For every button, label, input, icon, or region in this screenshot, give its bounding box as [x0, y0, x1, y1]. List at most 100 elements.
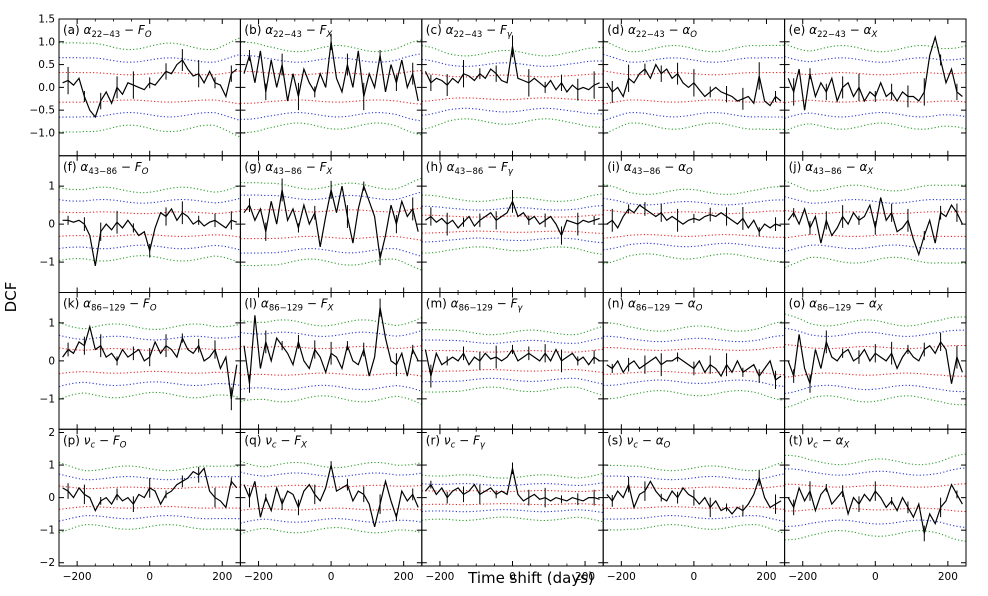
band-outer-lower-l: [240, 395, 422, 405]
panel-frame-r: [421, 428, 604, 567]
band-middle-lower-k: [59, 381, 241, 388]
x-tick-label: −200: [788, 571, 817, 583]
y-tick-label: 0: [48, 355, 55, 367]
band-middle-upper-o: [784, 327, 966, 337]
band-inner-upper-n: [603, 346, 785, 351]
y-tick-label: 1: [48, 460, 55, 472]
series-layer: [62, 33, 963, 542]
panel-labels: (a) α22−43 − FO (b) α22−43 − FX (c) α22−43…: [63, 23, 883, 450]
band-outer-lower-s: [603, 524, 785, 534]
band-middle-lower-t: [784, 519, 966, 528]
band-middle-upper-i: [603, 197, 785, 206]
band-outer-upper-p: [59, 461, 241, 472]
band-middle-upper-c: [421, 58, 604, 67]
y-tick-label: 0.5: [38, 59, 55, 71]
band-outer-lower-j: [784, 256, 966, 269]
band-outer-lower-o: [784, 395, 966, 409]
band-middle-lower-l: [240, 384, 422, 392]
band-outer-lower-h: [421, 246, 604, 255]
y-tick-label: −0.5: [30, 105, 56, 117]
band-middle-upper-a: [59, 53, 241, 63]
panel-label-j: (j) α43−86 − αX: [789, 160, 874, 177]
panel-label-o: (o) α86−129 − αX: [789, 297, 883, 314]
x-tick-label: 200: [938, 571, 958, 583]
band-inner-lower-b: [240, 99, 422, 105]
band-middle-lower-j: [784, 244, 966, 253]
band-inner-lower-j: [784, 234, 966, 239]
panel-frame-i: [602, 155, 786, 293]
band-inner-lower-h: [421, 230, 604, 234]
band-outer-upper-l: [240, 316, 422, 327]
x-tick-label: 0: [328, 571, 335, 583]
band-middle-lower-i: [603, 242, 785, 251]
y-tick-label: −1: [40, 257, 55, 269]
x-axis-title: Time shift (days): [467, 569, 594, 587]
band-inner-lower-k: [59, 370, 241, 375]
band-outer-upper-t: [784, 453, 966, 466]
band-inner-lower-p: [59, 506, 241, 510]
band-inner-upper-e: [784, 71, 966, 76]
band-inner-upper-a: [59, 70, 241, 76]
band-middle-upper-t: [784, 467, 966, 476]
band-middle-lower-m: [421, 377, 604, 385]
band-middle-lower-o: [784, 384, 966, 395]
band-middle-lower-e: [784, 111, 966, 119]
y-tick-label: −1: [40, 525, 55, 537]
band-inner-lower-f: [59, 234, 241, 238]
band-outer-lower-d: [603, 122, 785, 135]
panel-label-s: (s) νc − αO: [607, 433, 670, 450]
panel-label-q: (q) νc − FX: [244, 433, 307, 450]
y-tick-label: 0.0: [38, 82, 55, 94]
y-tick-label: 1.5: [38, 14, 55, 26]
y-tick-label: 0: [48, 492, 55, 504]
band-outer-upper-o: [784, 313, 966, 327]
band-inner-upper-j: [784, 209, 966, 215]
band-outer-lower-c: [421, 118, 604, 130]
band-outer-upper-j: [784, 180, 966, 192]
x-tick-label: 200: [212, 571, 232, 583]
band-middle-upper-r: [421, 482, 604, 487]
panel-frame-f: [58, 155, 241, 293]
panel-label-m: (m) α86−129 − Fγ: [426, 297, 524, 314]
band-inner-upper-h: [421, 214, 604, 218]
panel-label-p: (p) νc − FO: [63, 433, 127, 450]
y-tick-label: 2: [48, 427, 55, 439]
band-middle-lower-a: [59, 112, 241, 122]
band-inner-lower-d: [603, 99, 785, 105]
band-inner-lower-m: [421, 369, 604, 373]
y-tick-label: 1: [48, 317, 55, 329]
band-middle-lower-q: [240, 518, 422, 524]
band-outer-lower-i: [603, 253, 785, 265]
band-outer-lower-b: [240, 122, 422, 136]
panel-label-k: (k) α86−129 − FO: [63, 297, 157, 314]
band-middle-upper-q: [240, 471, 422, 478]
band-outer-lower-r: [421, 516, 604, 523]
band-inner-upper-f: [59, 210, 241, 215]
band-middle-upper-f: [59, 197, 241, 204]
band-inner-upper-q: [240, 484, 422, 488]
tick-layer: −1.0−0.50.00.51.01.5−101−101−200 0 200−2−1…: [30, 14, 966, 583]
band-middle-upper-e: [784, 55, 966, 63]
panel-label-n: (n) α86−129 − αO: [607, 297, 703, 314]
panel-label-h: (h) α43−86 − Fγ: [426, 160, 514, 177]
panel-label-a: (a) α22−43 − FO: [63, 23, 152, 40]
band-middle-lower-d: [603, 112, 785, 121]
panel-frame-q: [239, 428, 423, 567]
band-outer-upper-d: [603, 39, 785, 53]
band-inner-lower-c: [421, 97, 604, 102]
panel-label-t: (t) νc − αX: [789, 433, 850, 450]
band-outer-upper-m: [421, 325, 604, 336]
band-outer-upper-k: [59, 321, 241, 330]
band-middle-upper-d: [603, 53, 785, 63]
band-outer-lower-g: [240, 258, 422, 271]
panel-label-r: (r) νc − Fγ: [426, 433, 486, 450]
band-middle-lower-r: [421, 509, 604, 514]
band-middle-lower-g: [240, 248, 422, 257]
band-outer-lower-q: [240, 527, 422, 535]
band-inner-lower-r: [421, 503, 604, 506]
band-inner-lower-i: [603, 234, 785, 239]
band-middle-upper-m: [421, 337, 604, 344]
y-tick-label: −1.0: [30, 127, 56, 139]
x-tick-label: −200: [63, 571, 92, 583]
